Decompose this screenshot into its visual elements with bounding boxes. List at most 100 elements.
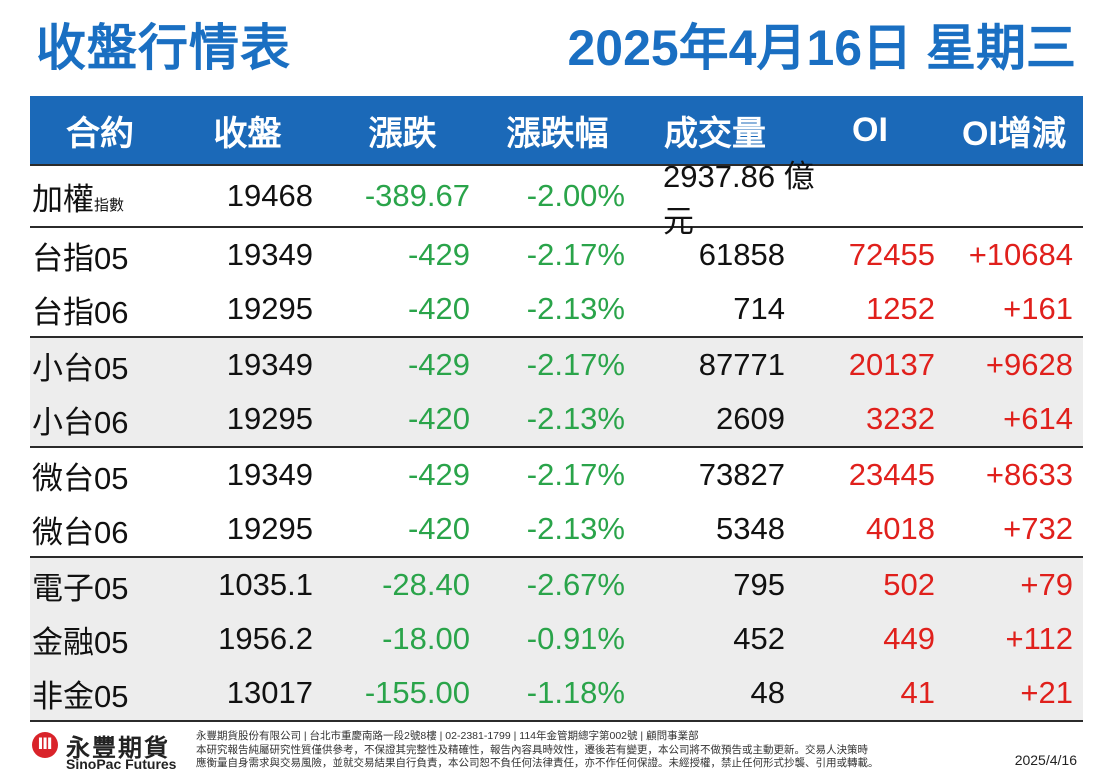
logo-english-name: SinoPac Futures [66,756,177,772]
open-interest-change: +9628 [985,347,1073,382]
volume: 2609 [716,401,785,436]
open-interest: 1252 [866,291,935,326]
table-row: 微台06 19295 -420 -2.13% 5348 4018 +732 [30,502,1083,556]
contract-name: 微台06 [32,514,129,550]
table-header: 合約 收盤 漲跌 漲跌幅 成交量 OI OI增減 [30,96,1083,164]
col-header-close: 收盤 [213,114,282,153]
price-change: -420 [407,401,470,436]
price-change: -155.00 [364,675,470,710]
taiex-name-text: 加權 [32,181,94,217]
price-change-pct: -2.67% [526,567,625,602]
price-change-pct: -2.13% [526,291,625,326]
price-change-pct: -1.18% [526,675,625,710]
open-interest-change: +614 [1003,401,1073,436]
contract-group: 小台05 19349 -429 -2.17% 87771 20137 +9628 小台06 19… [30,336,1083,446]
logo-chinese-name: 永豐期貨 [66,735,170,762]
taiex-name: 加權指數 [30,174,170,219]
open-interest-change: +79 [1020,567,1073,602]
disclaimer-line: 應衡量自身需求與交易風險，並就交易結果自行負責，本公司恕不負任何法律責任，亦不作… [196,757,879,769]
volume: 48 [750,675,785,710]
disclaimer-line: 本研究報告純屬研究性質僅供參考，不保證其完整性及精確性，報告內容具時效性，遷後若… [196,743,868,756]
col-header-oi-change: OI增減 [962,114,1066,153]
close-price: 19349 [226,457,313,492]
contract-name: 台指06 [32,294,129,330]
open-interest: 23445 [848,457,935,492]
taiex-group: 加權指數 19468 -389.67 -2.00% 2937.86 億元 [30,159,1083,239]
price-change: -429 [407,457,470,492]
close-price: 1035.1 [218,567,313,602]
table-row: 台指06 19295 -420 -2.13% 714 1252 +161 [30,282,1083,336]
volume: 795 [733,567,785,602]
contract-name: 小台06 [32,404,129,440]
open-interest: 502 [883,567,935,602]
contract-name: 台指05 [32,240,129,276]
open-interest-change: +21 [1020,675,1073,710]
close-price: 19295 [226,511,313,546]
open-interest-change: +161 [1003,291,1073,326]
taiex-volume: 2937.86 億元 [663,159,815,239]
price-change-pct: -2.17% [526,457,625,492]
contract-name: 電子05 [32,570,129,606]
price-change: -28.40 [382,567,470,602]
open-interest: 41 [900,675,935,710]
price-change: -429 [407,347,470,382]
volume: 714 [733,291,785,326]
open-interest-change: +112 [1005,621,1073,656]
price-change-pct: -2.17% [526,347,625,382]
col-header-change: 漲跌 [368,114,437,153]
price-change-pct: -2.17% [526,237,625,272]
open-interest: 3232 [866,401,935,436]
table-row: 小台06 19295 -420 -2.13% 2609 3232 +614 [30,392,1083,446]
contract-name: 金融05 [32,624,129,660]
quote-table: 合約 收盤 漲跌 漲跌幅 成交量 OI OI增減 加權指數 19468 -389… [30,96,1083,722]
contract-group: 微台05 19349 -429 -2.17% 73827 23445 +8633 微台06 19… [30,446,1083,556]
table-row: 非金05 13017 -155.00 -1.18% 48 41 +21 [30,666,1083,720]
price-change: -429 [407,237,470,272]
open-interest: 4018 [866,511,935,546]
open-interest: 72455 [848,237,935,272]
close-price: 19295 [226,291,313,326]
volume: 61858 [698,237,785,272]
disclaimer: 永豐期貨股份有限公司 | 台北市重慶南路一段2號8樓 | 02-2381-179… [196,730,926,771]
volume: 73827 [698,457,785,492]
taiex-change-pct: -2.00% [526,178,625,213]
page-title: 收盤行情表 [36,20,291,76]
table-row: 微台05 19349 -429 -2.17% 73827 23445 +8633 [30,448,1083,502]
contract-group: 台指05 19349 -429 -2.17% 61858 72455 +10684 台指06 1… [30,226,1083,336]
taiex-row: 加權指數 19468 -389.67 -2.00% 2937.86 億元 [30,159,1083,239]
open-interest-change: +8633 [985,457,1073,492]
table-row: 電子05 1035.1 -28.40 -2.67% 795 502 +79 [30,558,1083,612]
footer: Ⅲ 永豐期貨 SinoPac Futures 永豐期貨股份有限公司 | 台北市重… [30,728,1083,778]
price-change-pct: -0.91% [526,621,625,656]
taiex-sub-label: 指數 [94,196,125,214]
close-price: 19349 [226,347,313,382]
disclaimer-line: 永豐期貨股份有限公司 | 台北市重慶南路一段2號8樓 | 02-2381-179… [196,730,699,742]
contract-group: 電子05 1035.1 -28.40 -2.67% 795 502 +79 金融05 1956.… [30,556,1083,722]
close-price: 13017 [226,675,313,710]
table-row: 金融05 1956.2 -18.00 -0.91% 452 449 +112 [30,612,1083,666]
price-change: -18.00 [382,621,470,656]
col-header-contract: 合約 [66,114,134,153]
price-change-pct: -2.13% [526,401,625,436]
price-change: -420 [407,291,470,326]
open-interest: 20137 [848,347,935,382]
price-change-pct: -2.13% [526,511,625,546]
taiex-change: -389.67 [364,178,470,213]
price-change: -420 [407,511,470,546]
volume: 87771 [698,347,785,382]
taiex-close: 19468 [226,178,313,213]
report-date: 2025年4月16日 星期三 [567,20,1076,76]
col-header-volume: 成交量 [664,114,766,153]
sinopac-logo-icon: Ⅲ [32,732,58,758]
close-price: 19349 [226,237,313,272]
col-header-change-pct: 漲跌幅 [506,114,609,153]
contract-name: 非金05 [32,678,129,714]
table-row: 台指05 19349 -429 -2.17% 61858 72455 +10684 [30,228,1083,282]
footer-date: 2025/4/16 [1014,752,1077,768]
close-price: 1956.2 [218,621,313,656]
contract-name: 小台05 [32,350,129,386]
open-interest-change: +10684 [968,237,1073,272]
open-interest-change: +732 [1003,511,1073,546]
company-logo: Ⅲ 永豐期貨 SinoPac Futures [30,728,190,776]
contract-name: 微台05 [32,460,129,496]
